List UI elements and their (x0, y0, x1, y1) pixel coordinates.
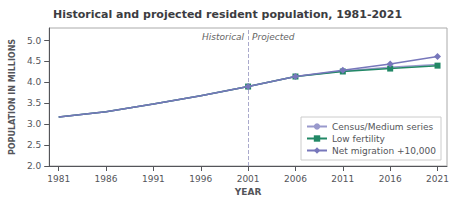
svg-text:Census/Medium series: Census/Medium series (332, 122, 433, 132)
svg-text:4.0: 4.0 (27, 77, 42, 87)
svg-text:2021: 2021 (426, 174, 449, 184)
svg-text:2.0: 2.0 (27, 161, 42, 171)
svg-text:3.5: 3.5 (27, 98, 41, 108)
svg-text:2001: 2001 (237, 174, 260, 184)
svg-text:2011: 2011 (331, 174, 354, 184)
svg-text:POPULATION IN MILLIONS: POPULATION IN MILLIONS (8, 39, 17, 155)
svg-text:1986: 1986 (95, 174, 118, 184)
svg-text:Low fertility: Low fertility (332, 134, 386, 144)
svg-text:5.0: 5.0 (27, 36, 42, 46)
svg-text:4.5: 4.5 (27, 56, 41, 66)
svg-text:2016: 2016 (379, 174, 402, 184)
svg-text:1991: 1991 (142, 174, 165, 184)
svg-text:YEAR: YEAR (234, 187, 262, 197)
svg-text:Net migration +10,000: Net migration +10,000 (332, 146, 436, 156)
svg-text:2.5: 2.5 (27, 140, 41, 150)
svg-text:3.0: 3.0 (27, 119, 42, 129)
svg-text:2006: 2006 (284, 174, 307, 184)
svg-text:1996: 1996 (189, 174, 212, 184)
svg-text:Historical and projected resid: Historical and projected resident popula… (53, 8, 402, 21)
svg-text:1981: 1981 (47, 174, 70, 184)
svg-text:Projected: Projected (252, 32, 295, 42)
svg-text:Historical: Historical (202, 32, 245, 42)
